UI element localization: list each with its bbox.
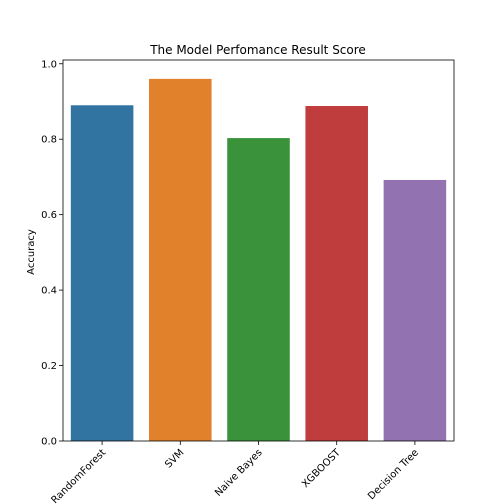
bar-randomforest: [70, 105, 134, 441]
y-tick-label: 1.0: [41, 59, 57, 70]
plot-frame: [62, 59, 455, 442]
x-tick-label: RandomForest: [49, 447, 108, 504]
y-ticks-group: 0.0 0.2 0.4 0.6 0.8 1.0: [41, 59, 63, 448]
bars-group: [70, 78, 447, 442]
x-tick-label: SVM: [163, 447, 186, 470]
y-tick-label: 0.4: [41, 286, 57, 297]
x-ticks-group: RandomForest SVM Naive Bayes XGBOOST Decisio…: [49, 441, 421, 504]
bar-xgboost: [305, 106, 368, 441]
bar-naive-bayes: [227, 138, 290, 442]
x-tick-label: Decision Tree: [366, 447, 421, 502]
x-tick-label: Naive Bayes: [213, 447, 265, 499]
y-tick-label: 0.8: [41, 135, 57, 146]
x-tick-label: XGBOOST: [300, 447, 343, 490]
chart-title: The Model Perfomance Result Score: [149, 43, 366, 57]
y-axis-label: Accuracy: [26, 229, 37, 275]
bar-svm: [149, 78, 212, 441]
bar-decision-tree: [383, 179, 447, 441]
y-tick-label: 0.2: [41, 361, 57, 372]
y-tick-label: 0.6: [41, 210, 57, 221]
y-tick-label: 0.0: [41, 437, 57, 448]
